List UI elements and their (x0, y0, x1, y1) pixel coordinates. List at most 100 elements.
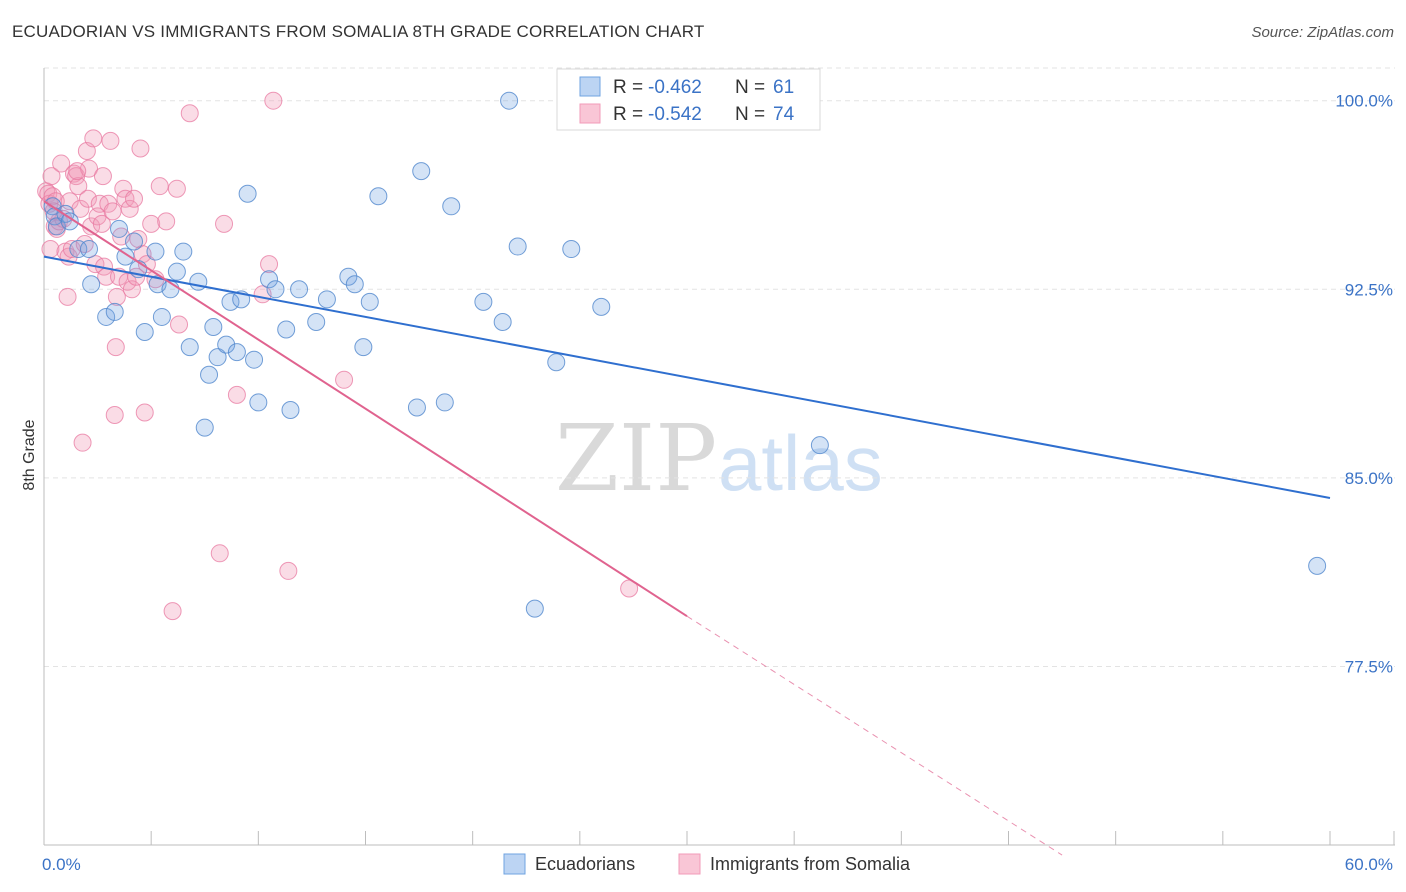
point-ecuadorian (547, 353, 566, 372)
y-axis-label: 8th Grade (21, 419, 38, 490)
point-somalia (135, 403, 154, 422)
point-somalia (84, 129, 103, 148)
point-ecuadorian (152, 307, 171, 326)
point-ecuadorian (307, 312, 326, 331)
series-somalia (37, 91, 639, 621)
point-somalia (78, 189, 97, 208)
watermark-atlas: atlas (718, 419, 883, 507)
point-somalia (103, 202, 122, 221)
point-ecuadorian (105, 302, 124, 321)
point-somalia (142, 214, 161, 233)
point-somalia (107, 287, 126, 306)
point-ecuadorian (69, 240, 88, 259)
legend-n-value-1: 61 (773, 77, 794, 98)
point-somalia (279, 561, 298, 580)
point-ecuadorian (525, 599, 544, 618)
point-ecuadorian (260, 270, 279, 289)
point-ecuadorian (135, 323, 154, 342)
point-somalia (180, 104, 199, 123)
point-ecuadorian (249, 393, 268, 412)
point-somalia (43, 187, 62, 206)
series-ecuadorians (43, 91, 1327, 618)
legend-r-label-1: R = (613, 77, 643, 98)
trend-line-ecuadorians (43, 255, 1331, 499)
point-ecuadorian (180, 338, 199, 357)
point-somalia (215, 214, 234, 233)
point-somalia (106, 338, 125, 357)
point-ecuadorian (345, 275, 364, 294)
point-somalia (93, 167, 112, 186)
legend-n-label-1: N = (735, 77, 765, 98)
point-ecuadorian (167, 262, 186, 281)
point-somalia (101, 131, 120, 150)
point-somalia (260, 255, 279, 274)
point-somalia (210, 544, 229, 563)
point-ecuadorian (508, 237, 527, 256)
legend-swatch-ecuadorians (579, 76, 601, 97)
point-somalia (264, 91, 283, 110)
point-somalia (92, 214, 111, 233)
bottom-legend: Ecuadorians Immigrants from Somalia (503, 853, 911, 875)
point-somalia (163, 602, 182, 621)
point-somalia (69, 177, 88, 196)
trend-lines (43, 200, 1331, 856)
point-somalia (120, 199, 139, 218)
x-tick-label-max: 60.0% (1345, 855, 1393, 874)
point-somalia (170, 315, 189, 334)
legend-r-value-1: -0.462 (648, 77, 702, 98)
legend-r-value-2: -0.542 (648, 104, 702, 125)
point-ecuadorian (562, 240, 581, 259)
bottom-legend-swatch-ecuadorians (503, 853, 526, 875)
point-ecuadorian (238, 184, 257, 203)
legend-n-value-2: 74 (773, 104, 795, 125)
trend-line-somalia (43, 200, 688, 618)
point-somalia (58, 287, 77, 306)
grid (44, 67, 1395, 667)
point-ecuadorian (146, 242, 165, 261)
point-somalia (137, 255, 156, 274)
y-tick-label: 85.0% (1345, 469, 1393, 488)
point-somalia (157, 212, 176, 231)
point-ecuadorian (592, 297, 611, 316)
point-somalia (105, 406, 124, 425)
legend-r-label-2: R = (613, 104, 643, 125)
point-ecuadorian (208, 348, 227, 367)
point-ecuadorian (281, 400, 300, 419)
point-ecuadorian (204, 318, 223, 336)
point-somalia (227, 385, 246, 404)
stats-legend: R = -0.462 N = 61 R = -0.542 N = 74 (556, 68, 821, 131)
point-ecuadorian (110, 219, 129, 238)
point-somalia (131, 139, 150, 158)
point-ecuadorian (217, 335, 236, 354)
point-somalia (335, 370, 354, 389)
point-ecuadorian (360, 292, 379, 311)
chart-source: Source: ZipAtlas.com (1251, 24, 1394, 41)
point-ecuadorian (435, 393, 454, 412)
point-somalia (42, 167, 61, 186)
point-ecuadorian (80, 240, 99, 259)
point-ecuadorian (195, 418, 214, 437)
point-ecuadorian (412, 162, 431, 181)
y-tick-label: 77.5% (1345, 657, 1393, 676)
point-somalia (68, 162, 87, 181)
bottom-legend-swatch-somalia (678, 853, 701, 875)
tick-labels: 77.5% 85.0% 92.5% 100.0% 0.0% 60.0% (42, 92, 1393, 874)
point-somalia (41, 240, 60, 259)
point-ecuadorian (407, 398, 426, 417)
point-ecuadorian (500, 91, 519, 110)
y-tick-label: 92.5% (1345, 280, 1393, 299)
point-somalia (73, 433, 92, 452)
legend-swatch-somalia (579, 103, 601, 124)
point-ecuadorian (116, 247, 135, 266)
point-ecuadorian (221, 292, 240, 311)
legend-n-label-2: N = (735, 104, 765, 125)
point-ecuadorian (317, 290, 336, 309)
point-ecuadorian (493, 312, 512, 331)
point-somalia (150, 177, 169, 196)
y-tick-label: 100.0% (1335, 92, 1393, 111)
point-ecuadorian (125, 232, 144, 251)
point-ecuadorian (442, 197, 461, 216)
point-ecuadorian (810, 436, 829, 455)
point-ecuadorian (60, 212, 79, 231)
